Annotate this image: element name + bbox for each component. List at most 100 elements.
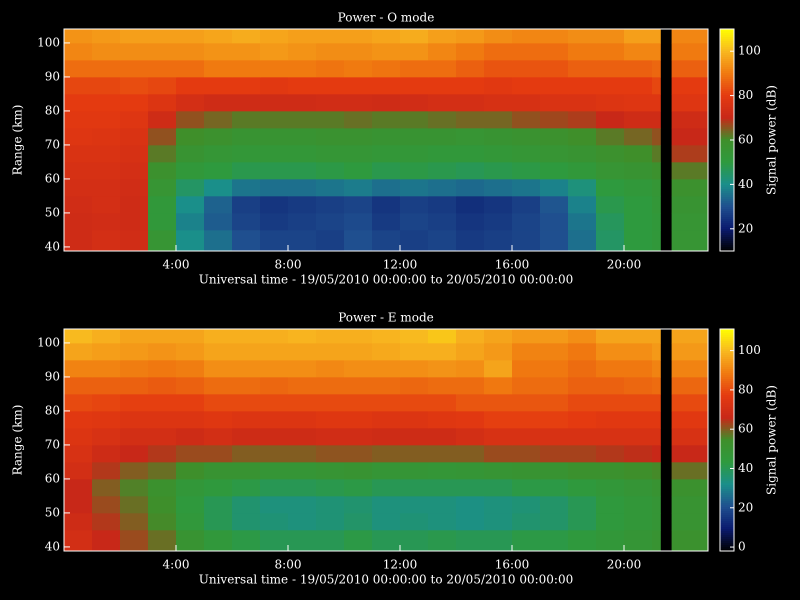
heatmap-cell bbox=[120, 178, 149, 197]
heatmap-cell bbox=[316, 529, 345, 552]
heatmap-cell bbox=[652, 110, 661, 129]
heatmap-cell bbox=[484, 59, 513, 78]
heatmap-cell bbox=[120, 427, 149, 446]
heatmap-cell bbox=[400, 110, 429, 129]
heatmap-cell bbox=[372, 444, 401, 463]
colorbar-swatch bbox=[720, 399, 734, 402]
colorbar-swatch bbox=[720, 43, 734, 46]
heatmap-cell bbox=[316, 212, 345, 231]
x-tick-label: 8:00 bbox=[275, 558, 302, 572]
heatmap-cell bbox=[148, 342, 177, 361]
heatmap-cell bbox=[260, 161, 289, 180]
heatmap-cell bbox=[120, 342, 149, 361]
colorbar-swatch bbox=[720, 57, 734, 60]
heatmap-cell bbox=[232, 478, 261, 497]
heatmap-cell bbox=[232, 110, 261, 129]
x-tick-label: 4:00 bbox=[163, 558, 190, 572]
heatmap-cell bbox=[400, 76, 429, 95]
heatmap-cell bbox=[484, 127, 513, 146]
heatmap-cell bbox=[652, 461, 661, 480]
colorbar-swatch bbox=[720, 211, 734, 214]
heatmap-cell bbox=[232, 376, 261, 395]
y-axis-label: Range (km) bbox=[11, 405, 25, 476]
colorbar-swatch bbox=[720, 431, 734, 434]
colorbar-swatch bbox=[720, 87, 734, 90]
heatmap-cell bbox=[671, 478, 709, 497]
colorbar-swatch bbox=[720, 501, 734, 504]
colorbar-swatch bbox=[720, 225, 734, 228]
colorbar-swatch bbox=[720, 209, 734, 212]
heatmap-cell bbox=[316, 444, 345, 463]
heatmap-cell bbox=[456, 461, 485, 480]
colorbar-swatch bbox=[720, 115, 734, 118]
colorbar-tick-label: 60 bbox=[738, 422, 753, 436]
heatmap-cell bbox=[232, 444, 261, 463]
heatmap-cell bbox=[428, 529, 457, 552]
colorbar-swatch bbox=[720, 47, 734, 50]
heatmap-cell bbox=[596, 461, 625, 480]
colorbar-swatch bbox=[720, 403, 734, 406]
heatmap-cell bbox=[204, 461, 233, 480]
heatmap-cell bbox=[176, 161, 205, 180]
heatmap-cell bbox=[652, 161, 661, 180]
heatmap-cell bbox=[456, 529, 485, 552]
colorbar-frame bbox=[719, 328, 735, 552]
colorbar-swatch bbox=[720, 71, 734, 74]
heatmap-cell bbox=[120, 393, 149, 412]
heatmap-cell bbox=[288, 42, 317, 61]
heatmap-cell bbox=[372, 329, 401, 344]
colorbar-swatch bbox=[720, 135, 734, 138]
heatmap-cell bbox=[92, 376, 121, 395]
colorbar-swatch bbox=[720, 41, 734, 44]
colorbar-swatch bbox=[720, 545, 734, 548]
heatmap-cell bbox=[316, 127, 345, 146]
heatmap-cell bbox=[671, 410, 709, 429]
heatmap-cell bbox=[176, 444, 205, 463]
heatmap-cell bbox=[148, 512, 177, 531]
heatmap-cell bbox=[344, 127, 373, 146]
heatmap-cell bbox=[671, 161, 709, 180]
heatmap-cell bbox=[652, 127, 661, 146]
heatmap-cell bbox=[428, 161, 457, 180]
colorbar-swatch bbox=[720, 139, 734, 142]
colorbar-swatch bbox=[720, 517, 734, 520]
heatmap-cell bbox=[176, 195, 205, 214]
colorbar-swatch bbox=[720, 519, 734, 522]
colorbar-swatch bbox=[720, 215, 734, 218]
heatmap-cell bbox=[64, 76, 93, 95]
colorbar-swatch bbox=[720, 107, 734, 110]
heatmap-cell bbox=[344, 110, 373, 129]
heatmap-cell bbox=[204, 342, 233, 361]
heatmap-cell bbox=[568, 178, 597, 197]
heatmap-cell bbox=[512, 359, 541, 378]
heatmap-cell bbox=[540, 529, 569, 552]
heatmap-cell bbox=[484, 195, 513, 214]
heatmap-cell bbox=[596, 212, 625, 231]
heatmap-cell bbox=[92, 195, 121, 214]
heatmap-cell bbox=[484, 393, 513, 412]
colorbar-swatch bbox=[720, 453, 734, 456]
colorbar-swatch bbox=[720, 437, 734, 440]
colorbar-swatch bbox=[720, 413, 734, 416]
heatmap-cell bbox=[288, 178, 317, 197]
heatmap-cell bbox=[148, 478, 177, 497]
heatmap-cell bbox=[232, 59, 261, 78]
colorbar-swatch bbox=[720, 51, 734, 54]
heatmap-cell bbox=[671, 427, 709, 446]
heatmap-cell bbox=[540, 110, 569, 129]
heatmap-cell bbox=[120, 76, 149, 95]
heatmap-cell bbox=[176, 229, 205, 252]
heatmap-cell bbox=[400, 478, 429, 497]
heatmap-cell bbox=[568, 29, 597, 44]
heatmap-cell bbox=[624, 393, 653, 412]
heatmap-cell bbox=[92, 161, 121, 180]
heatmap-cell bbox=[568, 461, 597, 480]
heatmap-cell bbox=[176, 495, 205, 514]
heatmap-cell bbox=[568, 110, 597, 129]
heatmap-cell bbox=[92, 93, 121, 112]
colorbar-swatch bbox=[720, 479, 734, 482]
heatmap-cell bbox=[260, 444, 289, 463]
heatmap-cell bbox=[148, 410, 177, 429]
colorbar-swatch bbox=[720, 361, 734, 364]
heatmap-cell bbox=[428, 178, 457, 197]
